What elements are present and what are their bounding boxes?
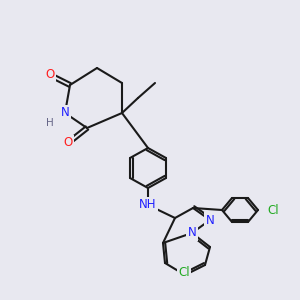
Text: O: O	[45, 68, 55, 82]
Text: H: H	[46, 118, 54, 128]
Text: N: N	[188, 226, 196, 239]
Text: N: N	[206, 214, 214, 226]
Text: O: O	[63, 136, 73, 149]
Text: Cl: Cl	[178, 266, 190, 280]
Text: Cl: Cl	[267, 203, 279, 217]
Text: NH: NH	[139, 199, 157, 212]
Text: N: N	[61, 106, 69, 119]
